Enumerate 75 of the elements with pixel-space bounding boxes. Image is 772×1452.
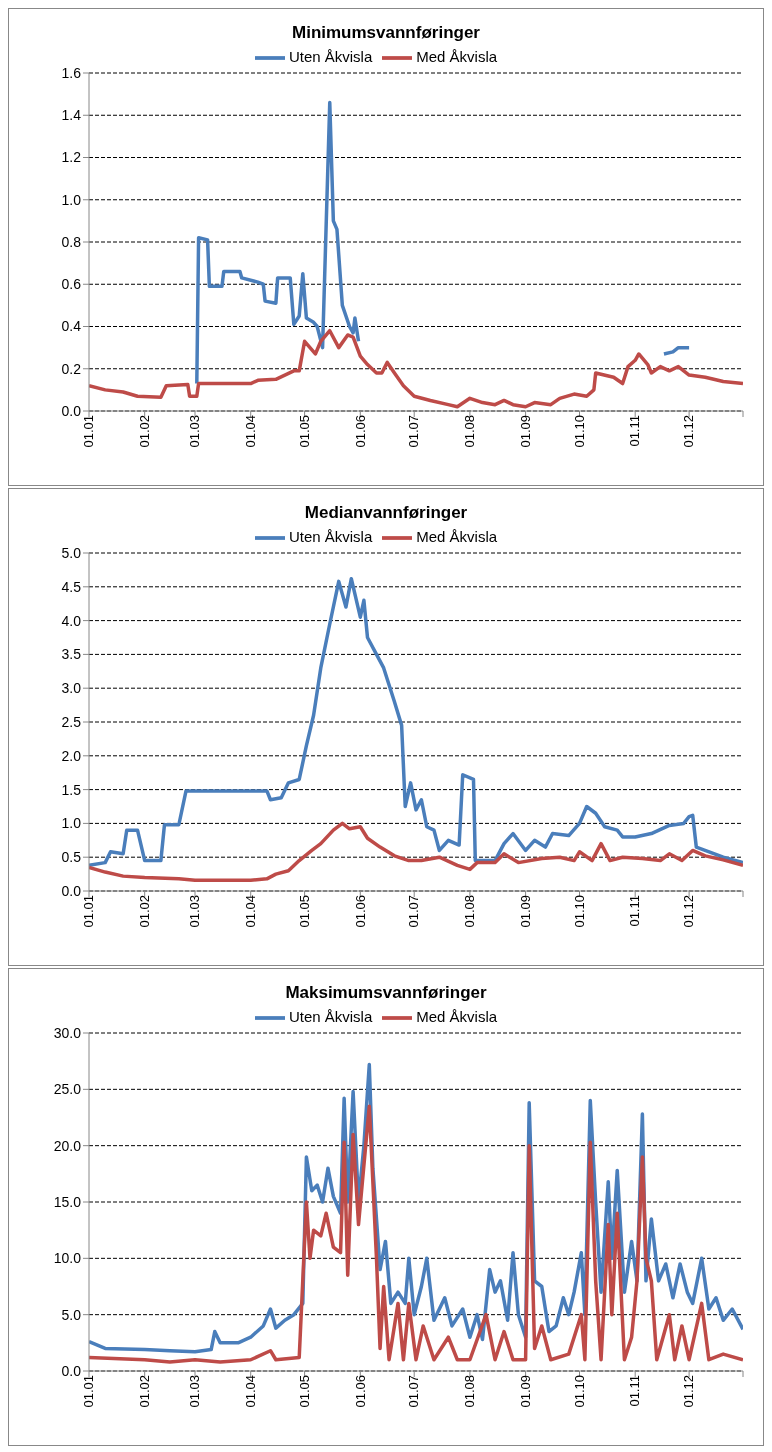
x-tick-label: 01.05 [296, 1375, 312, 1408]
y-tick-label: 5.0 [61, 1306, 82, 1323]
y-tick-label: 3.5 [61, 646, 82, 663]
x-tick-label: 01.04 [242, 415, 258, 448]
y-tick-label: 2.5 [61, 713, 82, 730]
y-tick-label: 0.0 [61, 1362, 82, 1379]
y-tick-label: 2.0 [61, 747, 82, 764]
x-tick-label: 01.01 [81, 1375, 97, 1408]
y-tick-label: 0.0 [61, 402, 82, 419]
y-tick-label: 4.5 [61, 578, 82, 595]
chart-title: Minimumsvannføringer [291, 22, 481, 43]
x-tick-label: 01.05 [296, 895, 312, 928]
legend-label: Uten Åkvisla [288, 527, 373, 545]
x-tick-label: 01.09 [517, 415, 533, 448]
legend-label: Med Åkvisla [416, 1007, 498, 1025]
x-tick-label: 01.10 [571, 1375, 587, 1408]
y-tick-label: 1.4 [61, 107, 82, 124]
x-tick-label: 01.09 [517, 1375, 533, 1408]
y-tick-label: 0.5 [61, 849, 82, 866]
x-tick-label: 01.02 [136, 895, 152, 928]
y-tick-label: 1.6 [61, 64, 82, 81]
y-tick-label: 10.0 [53, 1250, 82, 1267]
y-tick-label: 0.8 [61, 233, 82, 250]
y-tick-label: 1.0 [61, 815, 82, 832]
y-tick-label: 1.2 [61, 149, 82, 166]
x-tick-label: 01.02 [136, 415, 152, 448]
x-tick-label: 01.05 [296, 415, 312, 448]
y-tick-label: 15.0 [53, 1193, 82, 1210]
x-tick-label: 01.06 [352, 1375, 368, 1408]
x-tick-label: 01.04 [242, 895, 258, 928]
x-tick-label: 01.08 [462, 895, 478, 928]
y-tick-label: 5.0 [61, 544, 82, 561]
legend-label: Uten Åkvisla [288, 1007, 373, 1025]
legend-label: Uten Åkvisla [288, 47, 373, 65]
x-tick-label: 01.03 [187, 415, 203, 448]
x-tick-label: 01.03 [187, 895, 203, 928]
y-tick-label: 4.0 [61, 612, 82, 629]
x-tick-label: 01.12 [681, 415, 697, 448]
y-tick-label: 3.0 [61, 680, 82, 697]
chart-title: Maksimumsvannføringer [284, 982, 488, 1003]
x-tick-label: 01.06 [352, 895, 368, 928]
legend-label: Med Åkvisla [416, 47, 498, 65]
x-tick-label: 01.07 [406, 895, 422, 928]
x-tick-label: 01.07 [406, 415, 422, 448]
x-tick-label: 01.11 [627, 415, 643, 447]
x-tick-label: 01.03 [187, 1375, 203, 1408]
y-tick-label: 0.6 [61, 276, 82, 293]
chart-title: Medianvannføringer [303, 502, 469, 523]
x-tick-label: 01.09 [517, 895, 533, 928]
x-tick-label: 01.11 [627, 1375, 643, 1407]
y-tick-label: 30.0 [53, 1024, 82, 1041]
x-tick-label: 01.06 [352, 415, 368, 448]
x-tick-label: 01.02 [136, 1375, 152, 1408]
x-tick-label: 01.04 [242, 1375, 258, 1408]
y-tick-label: 20.0 [53, 1137, 82, 1154]
y-tick-label: 1.5 [61, 781, 82, 798]
x-tick-label: 01.01 [81, 895, 97, 928]
y-tick-label: 0.2 [61, 360, 82, 377]
x-tick-label: 01.07 [406, 1375, 422, 1408]
line-series [89, 821, 743, 882]
x-tick-label: 01.12 [681, 895, 697, 928]
x-tick-label: 01.12 [681, 1375, 697, 1408]
y-tick-label: 25.0 [53, 1081, 82, 1098]
x-tick-label: 01.08 [462, 1375, 478, 1408]
line-series [89, 1104, 743, 1364]
legend-label: Med Åkvisla [416, 527, 498, 545]
y-tick-label: 0.4 [61, 318, 82, 335]
x-tick-label: 01.08 [462, 415, 478, 448]
y-tick-label: 0.0 [61, 882, 82, 899]
x-tick-label: 01.10 [571, 415, 587, 448]
y-tick-label: 1.0 [61, 191, 82, 208]
x-tick-label: 01.01 [81, 415, 97, 448]
x-tick-label: 01.11 [627, 895, 643, 927]
x-tick-label: 01.10 [571, 895, 587, 928]
line-series [89, 576, 743, 868]
